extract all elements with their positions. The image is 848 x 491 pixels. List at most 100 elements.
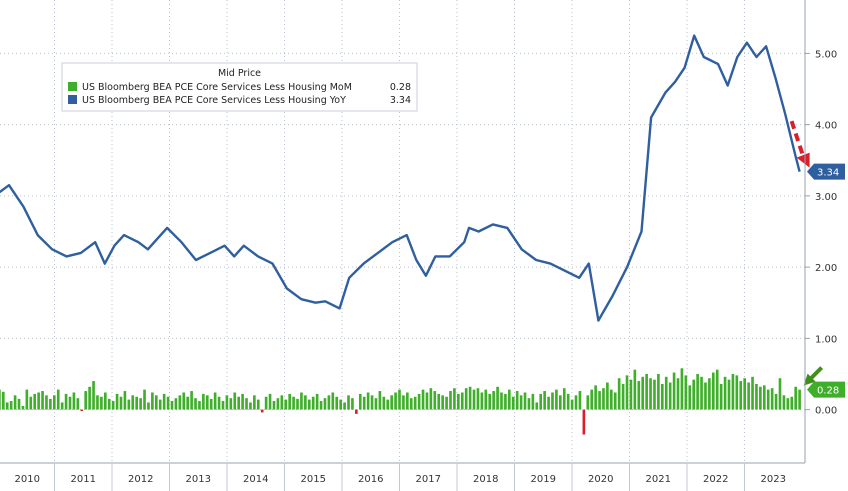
mom-bar [515, 391, 519, 410]
mom-bars [0, 368, 801, 435]
mom-bar [2, 391, 5, 410]
mom-bar [119, 396, 123, 410]
legend-entry-mom-value: 0.28 [390, 82, 411, 93]
mom-bar [327, 395, 331, 410]
mom-bar [676, 378, 680, 410]
last-value-text-yoy: 3.34 [817, 168, 839, 179]
yoy-line-group [0, 34, 801, 322]
mom-bar [386, 399, 390, 410]
mom-bar [147, 402, 150, 410]
mom-bar [315, 393, 319, 410]
mom-bar [637, 381, 641, 410]
mom-bar [178, 395, 182, 410]
mom-bar [300, 392, 303, 410]
mom-bar [307, 399, 311, 410]
mom-bar [425, 392, 429, 410]
mom-bar [464, 388, 468, 410]
mom-bar [198, 401, 201, 410]
mom-bar [743, 378, 747, 410]
red-arrow-head [796, 152, 810, 168]
mom-bar [798, 389, 801, 410]
mom-bar [535, 402, 539, 410]
mom-bar [209, 398, 213, 410]
mom-bar [747, 382, 750, 410]
mom-bar [115, 393, 119, 410]
mom-bar [202, 393, 205, 410]
mom-bar [170, 401, 174, 410]
mom-bar [347, 395, 350, 410]
legend-box [61, 62, 418, 112]
mom-bar [472, 389, 476, 410]
x-year-label: 2011 [71, 474, 96, 485]
mom-bar [700, 376, 703, 410]
mom-bar [378, 391, 382, 410]
mom-bar [229, 398, 233, 410]
mom-bar [56, 389, 60, 410]
x-year-label: 2021 [646, 474, 671, 485]
mom-bar [382, 396, 386, 410]
mom-bar [688, 385, 692, 410]
mom-bar [570, 399, 574, 410]
mom-bar [331, 392, 335, 410]
mom-bar [72, 392, 76, 410]
x-year-label: 2020 [588, 474, 613, 485]
x-year-label: 2017 [416, 474, 441, 485]
mom-bar [151, 392, 154, 410]
mom-bar [249, 402, 252, 410]
mom-bar [213, 392, 217, 410]
last-value-text-mom: 0.28 [817, 386, 839, 397]
mom-bar [390, 395, 393, 410]
mom-bar [782, 395, 786, 410]
x-year-label: 2010 [15, 474, 40, 485]
mom-bar [217, 396, 221, 410]
red-arrow-shaft [789, 120, 806, 159]
mom-bar [664, 376, 668, 410]
mom-bar [531, 393, 535, 410]
mom-bar [468, 386, 472, 410]
mom-bar [394, 392, 397, 410]
mom-bar [111, 401, 115, 410]
mom-bar [60, 402, 64, 410]
mom-bar [527, 398, 531, 410]
mom-bar [49, 398, 52, 410]
mom-bar [500, 392, 503, 410]
mom-bar [154, 395, 158, 410]
mom-bar [755, 383, 758, 410]
mom-bar [276, 398, 280, 410]
mom-bar [139, 398, 142, 410]
mom-bar [417, 393, 421, 410]
mom-bar [441, 395, 444, 410]
mom-bar [100, 396, 103, 410]
mom-bar [582, 409, 586, 435]
mom-bar [680, 368, 684, 410]
mom-bar [288, 393, 291, 410]
mom-bar [719, 383, 723, 410]
mom-bar [37, 392, 40, 410]
mom-bar [559, 395, 562, 410]
mom-bar [245, 398, 248, 410]
mom-bar [25, 389, 29, 410]
mom-bar [727, 379, 731, 410]
mom-bar [645, 373, 648, 410]
mom-bar [778, 378, 782, 410]
green-arrow-head [803, 373, 816, 386]
mom-bar [562, 388, 566, 410]
mom-bar [653, 379, 656, 410]
mom-bar [629, 379, 633, 410]
mom-bar [715, 369, 719, 410]
mom-bar [237, 396, 240, 410]
mom-bar [158, 399, 162, 410]
mom-bar [731, 373, 735, 410]
mom-bar [625, 375, 629, 410]
mom-bar [492, 391, 495, 410]
mom-bar [268, 393, 272, 410]
mom-bar [617, 378, 621, 410]
mom-bar [80, 409, 84, 412]
mom-bar [511, 396, 515, 410]
mom-bar [64, 393, 68, 410]
mom-bar [480, 392, 484, 410]
mom-bar [260, 409, 264, 413]
mom-bar [127, 399, 131, 410]
mom-bar [437, 393, 441, 410]
y-tick-label: 5.00 [815, 49, 837, 60]
